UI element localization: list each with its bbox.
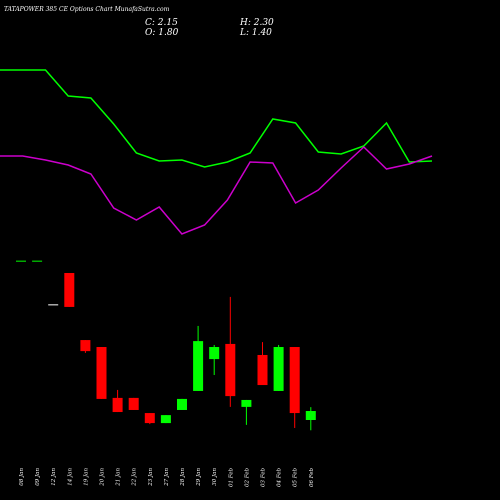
x-tick-label: 03 Feb bbox=[261, 468, 267, 488]
x-tick-label: 21 Jan bbox=[116, 468, 122, 487]
candle-body bbox=[257, 354, 268, 386]
indicator-line bbox=[0, 69, 433, 168]
candle-body bbox=[305, 411, 316, 420]
candle-body bbox=[32, 260, 43, 262]
x-tick-label: 09 Jan bbox=[35, 468, 41, 486]
candle-body bbox=[225, 343, 236, 397]
ohlc-label: L: 1.40 bbox=[239, 28, 272, 38]
candle-body bbox=[209, 347, 220, 360]
x-tick-label: 05 Feb bbox=[293, 468, 299, 488]
ohlc-label: C: 2.15 bbox=[145, 18, 178, 28]
x-tick-label: 23 Jan bbox=[148, 468, 154, 487]
candle-body bbox=[64, 272, 75, 307]
x-tick-label: 14 Jan bbox=[67, 468, 73, 486]
candle-body bbox=[241, 399, 252, 407]
candle-body bbox=[160, 415, 171, 424]
ohlc-label: O: 1.80 bbox=[145, 28, 179, 38]
x-tick-label: 27 Jan bbox=[164, 468, 170, 487]
x-tick-label: 30 Jan bbox=[212, 468, 218, 486]
candle-body bbox=[144, 413, 155, 424]
ohlc-label: H: 2.30 bbox=[239, 18, 274, 28]
candle-body bbox=[112, 397, 123, 413]
x-tick-label: 28 Jan bbox=[180, 468, 186, 487]
candle-body bbox=[289, 347, 300, 414]
candle-body bbox=[96, 347, 107, 399]
candle-body bbox=[273, 347, 284, 391]
x-tick-label: 20 Jan bbox=[100, 468, 106, 487]
x-tick-label: 06 Feb bbox=[309, 468, 315, 488]
chart-title: TATAPOWER 385 CE Options Chart MunafaSut… bbox=[4, 6, 170, 13]
x-tick-label: 02 Feb bbox=[244, 468, 250, 488]
candle-body bbox=[80, 340, 91, 352]
x-tick-label: 29 Jan bbox=[196, 468, 202, 487]
x-tick-label: 12 Jan bbox=[51, 468, 57, 486]
candle-body bbox=[193, 341, 204, 391]
x-tick-label: 04 Feb bbox=[277, 468, 283, 488]
x-tick-label: 01 Feb bbox=[228, 468, 234, 488]
candle-body bbox=[48, 304, 59, 306]
x-tick-label: 19 Jan bbox=[83, 468, 89, 486]
indicator-line bbox=[0, 145, 433, 235]
x-tick-label: 22 Jan bbox=[132, 468, 138, 487]
candle-body bbox=[16, 260, 26, 262]
candle-body bbox=[128, 397, 139, 410]
x-tick-label: 08 Jan bbox=[19, 468, 25, 486]
candle-body bbox=[177, 398, 187, 410]
